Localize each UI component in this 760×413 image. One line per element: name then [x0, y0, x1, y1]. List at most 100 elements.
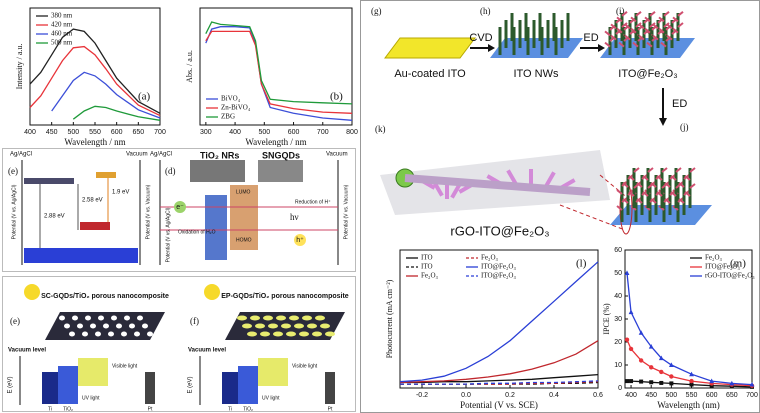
arrow-label: ED [583, 32, 598, 44]
y-tick-label: 40 [614, 293, 622, 300]
nanoflake [632, 41, 639, 48]
series-line [400, 373, 599, 384]
x-axis-label: Wavelength (nm) [657, 400, 720, 410]
carrier-label: h⁺ [296, 237, 304, 244]
nanoflake [633, 183, 640, 189]
panel-label: (h) [480, 6, 491, 16]
composite-title: EP-GQDs/TiO₂ porous nanocomposite [221, 293, 349, 300]
x-tick-label: 650 [726, 392, 738, 399]
nanoflake [649, 11, 656, 17]
nanoflake [622, 182, 629, 188]
panel-label: (l) [576, 258, 587, 270]
band [80, 222, 110, 230]
band [24, 248, 138, 263]
nanoflake [675, 167, 682, 173]
nanoflake [650, 198, 657, 204]
legend-label: ITO@Fe₂O₃ [481, 263, 516, 271]
x-tick-label: 700 [317, 129, 329, 136]
panel-label: (f) [190, 316, 199, 326]
y-tick-label: 30 [614, 316, 622, 323]
tio2-block [205, 195, 227, 260]
nanoflake [661, 167, 668, 173]
y-tick-label: 60 [614, 247, 622, 254]
micrograph [190, 160, 245, 182]
pore [242, 323, 252, 329]
series-line [51, 71, 161, 119]
panel-label: (e) [10, 316, 20, 326]
energy-diagram: (e) (d) Ag/AgCl Vacuum Ag/AgCl Vacuum Po… [8, 150, 349, 265]
synthesis-diagram: (g) (h) (i) (j) (k) Au-coated ITO ITO NW… [371, 6, 712, 238]
marker [629, 379, 634, 384]
x-tick-label: -0.2 [416, 392, 428, 399]
plate [384, 37, 476, 59]
axis-label: E (eV) [8, 376, 14, 393]
legend-label: rGO-ITO@Fe₂O₃ [705, 272, 755, 280]
marker [625, 379, 630, 384]
marker [639, 379, 644, 384]
reaction-label: Oxidation of H₂O [178, 229, 216, 235]
composite-diagram: (e) SC-GQDs/TiO₂ porous nanocomposite Vacu… [8, 284, 349, 412]
y-tick-label: 10 [614, 362, 622, 369]
pore [137, 315, 143, 321]
legend-label: ITO@Fe₂O₃ [481, 272, 516, 280]
pore [72, 315, 78, 321]
x-tick-label: 400 [24, 129, 36, 136]
x-tick-label: 800 [346, 129, 358, 136]
y-tick-label: 0 [618, 385, 622, 392]
nanowire [404, 174, 591, 196]
marker [649, 365, 654, 370]
nanoflake [652, 34, 659, 41]
marker [668, 362, 674, 367]
y-axis-label: Photocurrent (mA cm⁻²) [385, 279, 394, 358]
legend-label: BiVO₄ [221, 95, 241, 103]
nanoflake [677, 11, 684, 17]
marker [648, 344, 654, 349]
nanoflake [630, 16, 637, 23]
gap-label: 1.9 eV [112, 190, 129, 196]
nanoflake [644, 16, 651, 23]
nanoflake [656, 175, 663, 181]
electrode-label: Ti [48, 406, 52, 412]
pore [247, 331, 257, 337]
marker [658, 355, 664, 361]
pore [90, 323, 96, 329]
nanoflake [628, 191, 635, 197]
pore [315, 315, 325, 321]
panel-label: (i) [616, 6, 625, 16]
pore [64, 323, 70, 329]
gqd-block [258, 358, 288, 386]
nanoflake [646, 41, 653, 48]
nanoflake [647, 183, 654, 189]
arrowhead [659, 118, 667, 126]
y-tick-label: 50 [614, 270, 622, 277]
series-line [626, 272, 753, 386]
pore [95, 331, 101, 337]
series-line [29, 45, 161, 117]
nanoflake [610, 23, 617, 30]
nanoflake [622, 198, 629, 204]
legend-label: 500 nm [51, 39, 73, 47]
pore [69, 331, 75, 337]
nanoflake [633, 167, 640, 173]
x-tick-label: 650 [132, 129, 144, 136]
arrowhead [598, 44, 605, 52]
series-line [626, 339, 753, 387]
sngqd-block [230, 185, 258, 250]
marker [628, 309, 634, 315]
legend-label: Fe₂O₃ [705, 254, 722, 262]
nanoflake [666, 34, 673, 41]
axis-title: Ag/AgCl [150, 152, 172, 158]
pore [299, 331, 309, 337]
pore [250, 315, 260, 321]
series-line [205, 30, 353, 114]
legend-label: Zn-BiVO₄ [221, 104, 251, 112]
gap-label: 2.88 eV [44, 214, 65, 220]
marker [689, 378, 694, 384]
step-label: rGO-ITO@Fe₂O₃ [450, 223, 549, 238]
pore [237, 315, 247, 321]
nanoflake [621, 22, 628, 28]
axis-title: Vacuum [326, 152, 348, 158]
y-axis-label: Abs. / a.u. [185, 50, 194, 83]
legend-label: ITO@Fe₂O₃ [705, 263, 740, 271]
pore [111, 315, 117, 321]
